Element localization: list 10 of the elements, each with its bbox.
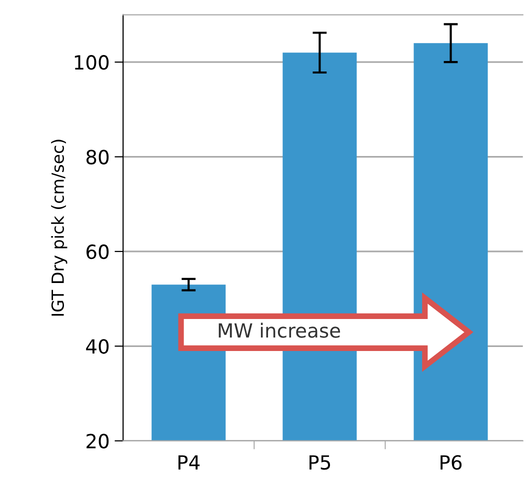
x-tick-label: P6 bbox=[440, 455, 462, 470]
y-tick-label: 40 bbox=[86, 339, 109, 354]
y-tick-label: 60 bbox=[86, 244, 109, 260]
x-tick-label: P5 bbox=[310, 455, 330, 470]
y-tick-label: 80 bbox=[86, 150, 109, 164]
y-tick-label: 20 bbox=[86, 434, 109, 448]
annotation: MW increase bbox=[218, 322, 340, 338]
x-tick-label: P4 bbox=[178, 455, 200, 470]
y-axis-title: IGT Dry pick (cm/sec) bbox=[51, 140, 68, 316]
y-tick-label: 100 bbox=[74, 55, 109, 70]
